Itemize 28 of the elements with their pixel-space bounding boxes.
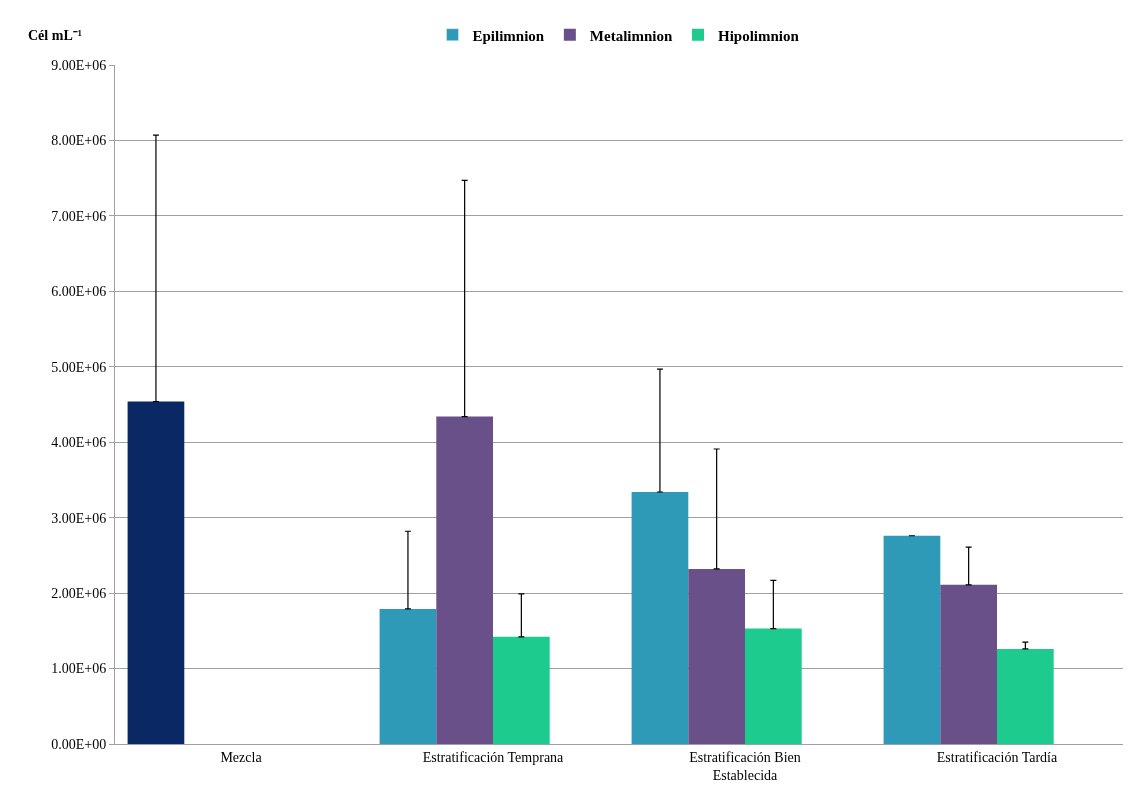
bar	[688, 568, 745, 744]
legend-label: Epilimnion	[472, 27, 545, 44]
y-tick-label: 0.00E+00	[51, 736, 107, 752]
x-tick-label: Estratificación Tardía	[936, 749, 1058, 765]
y-tick-label: 7.00E+06	[51, 208, 107, 224]
y-axis-title: Cél mL⁻¹	[28, 28, 82, 43]
legend-label: Metalimnion	[589, 27, 673, 44]
x-tick-label: Estratificación Bien Establecida	[689, 749, 801, 783]
y-tick-label: 3.00E+06	[51, 510, 107, 526]
legend-label: Hipolimnion	[718, 27, 800, 44]
y-tick-label: 6.00E+06	[51, 284, 107, 300]
bar	[436, 416, 493, 744]
y-tick-label: 9.00E+06	[51, 57, 107, 73]
bar	[379, 608, 437, 744]
x-tick-label: Mezcla	[220, 749, 263, 765]
y-tick-label: 8.00E+06	[51, 133, 107, 149]
x-tick-label: Estratificación Temprana	[422, 749, 565, 765]
bar	[883, 535, 941, 744]
y-tick-label: 5.00E+06	[51, 359, 107, 375]
bar	[127, 401, 185, 744]
bar	[940, 584, 997, 744]
y-tick-label: 4.00E+06	[51, 435, 107, 451]
bar	[493, 636, 550, 744]
y-tick-label: 2.00E+06	[51, 586, 107, 602]
bar	[745, 628, 802, 744]
bar	[631, 492, 689, 744]
bar	[997, 648, 1054, 744]
y-tick-label: 1.00E+06	[51, 661, 107, 677]
